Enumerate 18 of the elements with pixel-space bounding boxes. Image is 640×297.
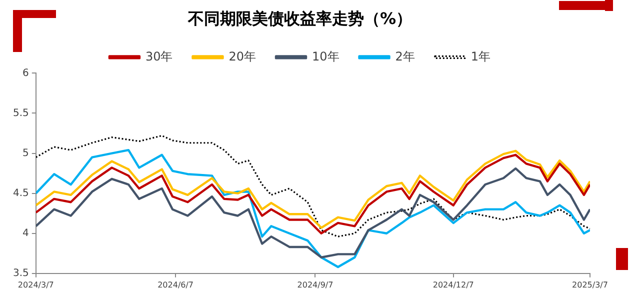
y-tick-label: 3.5: [12, 268, 29, 279]
x-tick-label: 2024/3/7: [18, 280, 54, 290]
line-series: [36, 134, 590, 238]
y-tick-label: 6: [22, 68, 29, 79]
x-tick-label: 2024/6/7: [158, 280, 194, 290]
x-tick-label: 2025/3/7: [572, 280, 608, 290]
legend-label: 20年: [228, 49, 256, 64]
x-tick-label: 2024/12/7: [432, 280, 474, 290]
y-tick-label: 4.5: [12, 188, 29, 199]
legend-label: 10年: [312, 49, 340, 64]
chart-title: 不同期限美债收益率走势（%）: [186, 8, 412, 28]
legend-label: 30年: [145, 49, 173, 64]
legend-label: 2年: [395, 49, 415, 64]
x-tick-label: 2024/9/7: [297, 280, 334, 290]
y-tick-label: 4: [22, 228, 29, 239]
legend-label: 1年: [470, 49, 491, 64]
y-tick-label: 5: [22, 148, 29, 159]
y-tick-label: 5.5: [12, 108, 29, 119]
